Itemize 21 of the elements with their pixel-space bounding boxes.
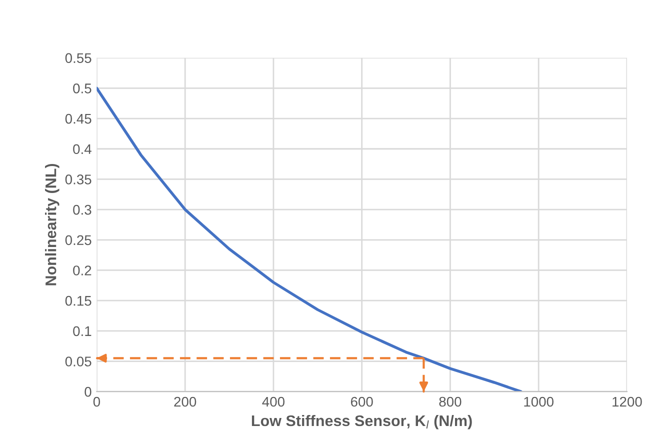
y-tick-label: 0.15 (65, 296, 92, 306)
y-tick-label: 0.45 (65, 114, 92, 124)
y-axis-title: Nonlinearity (NL) (45, 164, 60, 286)
x-tick-label: 400 (262, 396, 285, 407)
y-tick-label: 0.4 (73, 144, 92, 154)
y-tick-label: 0 (84, 386, 92, 397)
x-tick-label: 600 (350, 396, 373, 407)
y-tick-label: 0.2 (73, 266, 92, 276)
y-tick-label: 0.35 (65, 174, 92, 184)
x-tick-label: 200 (174, 396, 196, 407)
y-tick-label: 0.05 (65, 356, 92, 366)
y-tick-label: 0.55 (65, 53, 92, 64)
y-tick-label: 0.1 (73, 326, 92, 336)
x-tick-label: 800 (439, 396, 462, 407)
x-tick-label: 0 (93, 396, 100, 407)
y-tick-label: 0.25 (65, 235, 92, 246)
x-tick-label: 1000 (524, 396, 554, 407)
y-tick-label: 0.5 (73, 84, 92, 94)
x-tick-label: 1200 (612, 396, 642, 407)
x-axis-title: Low Stiffness Sensor, K$_{l}$ (N/m) (252, 414, 472, 430)
y-tick-label: 0.3 (73, 204, 92, 215)
